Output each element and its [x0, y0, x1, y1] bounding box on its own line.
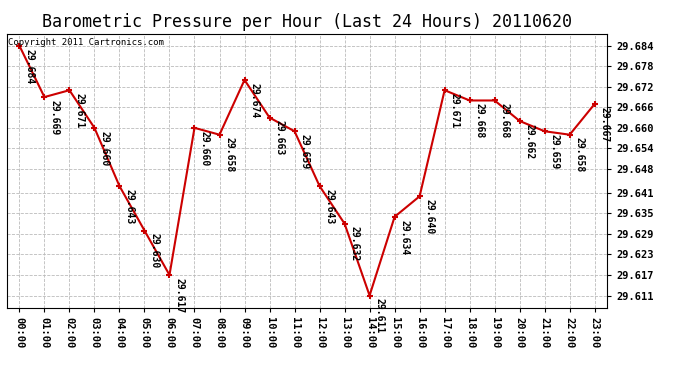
Text: 29.660: 29.660 [99, 130, 109, 166]
Text: 29.662: 29.662 [524, 124, 534, 159]
Text: 29.611: 29.611 [374, 298, 384, 333]
Text: 29.630: 29.630 [149, 233, 159, 268]
Text: 29.669: 29.669 [49, 100, 59, 135]
Text: 29.658: 29.658 [224, 138, 234, 173]
Text: 29.667: 29.667 [600, 106, 609, 142]
Text: 29.659: 29.659 [549, 134, 560, 169]
Text: 29.617: 29.617 [174, 278, 184, 313]
Text: 29.658: 29.658 [574, 138, 584, 173]
Text: 29.668: 29.668 [500, 103, 509, 138]
Text: 29.663: 29.663 [274, 120, 284, 156]
Text: 29.671: 29.671 [74, 93, 84, 128]
Text: 29.632: 29.632 [349, 226, 359, 262]
Text: 29.674: 29.674 [249, 83, 259, 118]
Text: 29.643: 29.643 [324, 189, 334, 224]
Title: Barometric Pressure per Hour (Last 24 Hours) 20110620: Barometric Pressure per Hour (Last 24 Ho… [42, 13, 572, 31]
Text: 29.659: 29.659 [299, 134, 309, 169]
Text: 29.668: 29.668 [474, 103, 484, 138]
Text: 29.640: 29.640 [424, 199, 434, 234]
Text: 29.660: 29.660 [199, 130, 209, 166]
Text: 29.643: 29.643 [124, 189, 134, 224]
Text: 29.671: 29.671 [449, 93, 460, 128]
Text: 29.634: 29.634 [400, 220, 409, 255]
Text: Copyright 2011 Cartronics.com: Copyright 2011 Cartronics.com [8, 38, 164, 47]
Text: 29.684: 29.684 [24, 48, 34, 84]
